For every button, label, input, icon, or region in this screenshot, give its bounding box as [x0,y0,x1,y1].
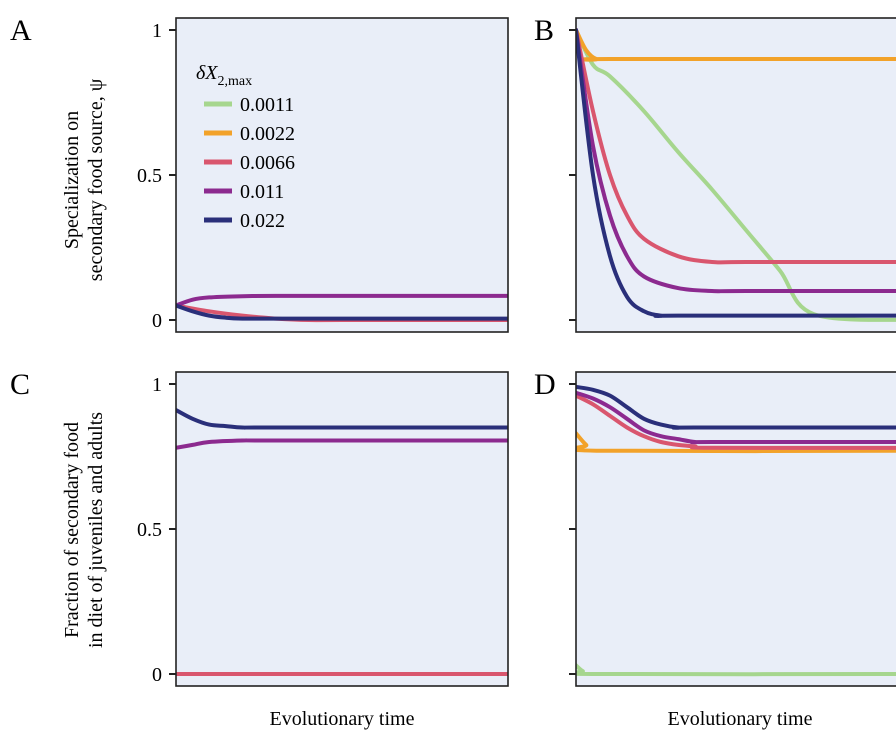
y-axis-title-bottom-line2: in diet of juveniles and adults [85,412,107,648]
panel-letter-a: A [10,14,32,47]
legend-label-2: 0.0066 [240,152,295,174]
panel-d [569,371,896,687]
y-tick-label-c-0: 0 [152,664,162,686]
series-line-b-0_0066 [576,28,896,265]
y-tick-label-a-1: 0.5 [137,165,162,187]
series-line-b-0_011 [576,28,896,294]
series-line-d-0_0011 [576,663,896,677]
series-line-a-0_022 [176,303,508,321]
panel-letter-c: C [10,368,30,401]
y-tick-label-c-2: 1 [152,374,162,396]
series-line-c-0_011 [176,438,508,450]
series-line-b-0_0022 [576,28,896,62]
panel-letter-d: D [534,368,556,401]
series-group-c [176,408,508,677]
legend-title: δX2,max [196,62,252,89]
series-line-d-0_0066 [576,393,896,450]
legend-label-1: 0.0022 [240,123,295,145]
panel-background-c [176,372,508,686]
series-line-d-0_011 [576,390,896,445]
series-group-d [576,384,896,677]
legend-title-sub: 2,max [218,74,253,89]
series-line-a-0_011 [176,293,508,308]
y-tick-label-a-0: 0 [152,310,162,332]
panel-c: 00.51 [137,371,509,687]
series-line-b-0_022 [576,28,896,318]
y-axis-title-top-line2: secondary food source, ψ [85,78,107,281]
y-axis-title-bottom-line1: Fraction of secondary food [61,422,83,638]
panel-b [569,17,896,333]
series-group-b [576,28,896,322]
y-axis-title-bottom: Fraction of secondary food in diet of ju… [61,412,107,648]
series-line-b-0_0011 [576,28,896,322]
series-group-a [176,293,508,323]
series-line-d-0_0022 [576,431,896,454]
y-tick-label-c-1: 0.5 [137,519,162,541]
legend-label-3: 0.011 [240,181,284,203]
y-axis-title-top: Specialization on secondary food source,… [61,78,107,281]
x-axis-title-left: Evolutionary time [270,708,415,730]
panel-background-b [576,18,896,332]
y-tick-label-a-2: 1 [152,20,162,42]
panel-a: 00.51 [137,17,509,333]
panel-background-a [176,18,508,332]
x-axis-title-right: Evolutionary time [668,708,813,730]
series-line-d-0_022 [576,384,896,430]
legend-label-0: 0.0011 [240,94,294,116]
legend-label-4: 0.022 [240,210,285,232]
panel-letter-b: B [534,14,554,47]
legend-title-main: δX [196,62,218,84]
series-line-c-0_022 [176,408,508,430]
panel-background-d [576,372,896,686]
legend: δX2,max 0.0011 0.0022 0.0066 0.011 0.022 [196,62,295,232]
y-axis-title-top-line1: Specialization on [61,111,83,249]
